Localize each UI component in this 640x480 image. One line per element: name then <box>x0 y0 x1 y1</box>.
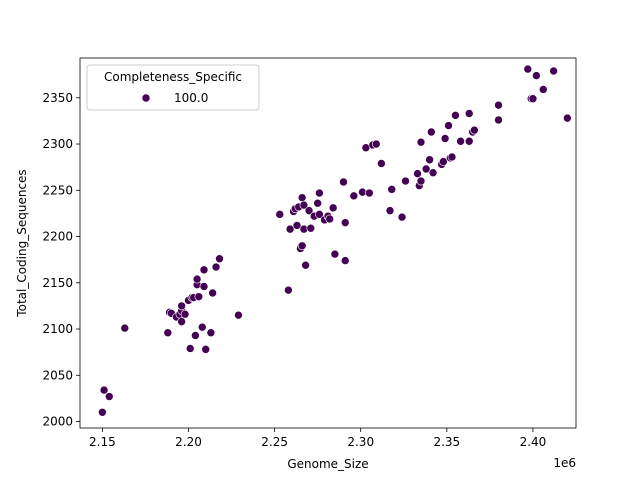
scatter-point <box>563 113 572 123</box>
scatter-point <box>299 200 309 210</box>
scatter-point <box>330 249 340 259</box>
scatter-point <box>377 159 386 168</box>
scatter-point <box>439 157 448 166</box>
scatter-point <box>440 134 450 143</box>
x-offset-label: 1e6 <box>553 456 576 470</box>
scatter-point <box>120 323 130 333</box>
plot-frame <box>79 57 577 429</box>
y-tick-label: 2050 <box>42 368 73 382</box>
scatter-point <box>494 115 503 125</box>
scatter-point <box>177 317 186 326</box>
x-tick-label: 2.15 <box>89 435 116 449</box>
scatter-point <box>339 177 348 187</box>
points-layer <box>98 64 572 417</box>
scatter-point <box>447 152 457 162</box>
scatter-point <box>385 206 395 215</box>
scatter-point <box>297 193 307 202</box>
y-axis-label: Total_Coding_Sequences <box>15 169 29 317</box>
scatter-point <box>416 176 426 186</box>
scatter-point <box>532 71 541 80</box>
scatter-point <box>313 198 322 208</box>
scatter-point <box>285 224 295 234</box>
scatter-point <box>538 85 548 94</box>
scatter-point <box>199 282 209 291</box>
scatter-point <box>340 218 350 227</box>
y-tick-label: 2150 <box>42 276 73 290</box>
scatter-point <box>275 210 285 219</box>
scatter-point <box>211 262 221 272</box>
scatter-point <box>197 322 207 332</box>
scatter-point <box>416 137 426 147</box>
scatter-point <box>464 136 474 146</box>
scatter-point <box>292 221 302 230</box>
scatter-point <box>387 185 397 194</box>
scatter-point <box>401 176 410 186</box>
scatter-point <box>340 256 350 265</box>
scatter-point <box>206 328 216 338</box>
y-tick-label: 2000 <box>42 415 73 429</box>
scatter-point <box>315 188 324 198</box>
y-tick-label: 2250 <box>42 183 73 197</box>
scatter-point <box>185 344 195 353</box>
x-tick-label: 2.20 <box>175 435 202 449</box>
legend-box <box>86 64 260 111</box>
legend-entry-label: 100.0 <box>174 91 208 105</box>
scatter-point <box>297 241 307 251</box>
scatter-point <box>371 139 381 149</box>
scatter-point <box>397 212 407 222</box>
legend-title: Completeness_Specific <box>104 70 242 84</box>
scatter-point <box>325 214 335 224</box>
scatter-point <box>163 328 173 338</box>
scatter-point <box>301 260 310 270</box>
y-tick-label: 2350 <box>42 91 73 105</box>
scatter-point <box>304 206 314 215</box>
scatter-point <box>464 109 474 118</box>
legend-marker <box>141 93 151 103</box>
scatter-point <box>444 121 453 130</box>
scatter-point <box>99 385 109 395</box>
scatter-point <box>456 136 465 146</box>
y-tick-label: 2300 <box>42 137 73 151</box>
scatter-point <box>523 64 533 74</box>
scatter-point <box>192 274 202 284</box>
scatter-point <box>328 203 338 213</box>
scatter-point <box>425 155 434 165</box>
x-axis-label: Genome_Size <box>287 457 368 471</box>
x-tick-label: 2.25 <box>261 435 288 449</box>
scatter-point <box>194 292 204 301</box>
scatter-point <box>494 100 503 110</box>
ticks-layer: 2.15 2.20 2.25 2.30 2.35 2.40 2000 2050 2100 2150… <box>42 91 546 449</box>
x-tick-label: 2.30 <box>347 435 374 449</box>
scatter-point <box>201 345 211 354</box>
legend: Completeness_Specific 100.0 <box>86 64 260 111</box>
scatter-point <box>421 164 431 174</box>
y-tick-label: 2200 <box>42 230 73 244</box>
scatter-point <box>104 392 114 401</box>
scatter-point <box>215 254 224 264</box>
scatter-point <box>315 210 324 219</box>
scatter-point <box>365 188 374 198</box>
scatter-point <box>451 111 460 120</box>
scatter-point <box>177 301 186 311</box>
scatter-point <box>428 168 438 177</box>
scatter-point <box>427 127 436 137</box>
scatter-point <box>234 310 243 320</box>
y-tick-label: 2100 <box>42 322 73 336</box>
scatter-point <box>208 288 217 298</box>
scatter-point <box>470 125 479 135</box>
scatter-point <box>349 191 359 201</box>
scatter-point <box>180 309 190 319</box>
scatter-point <box>306 223 316 233</box>
x-tick-label: 2.35 <box>433 435 460 449</box>
scatter-point <box>413 169 422 178</box>
x-tick-label: 2.40 <box>520 435 547 449</box>
scatter-point <box>98 407 107 417</box>
scatter-point <box>528 94 538 103</box>
scatter-point <box>199 265 209 275</box>
scatter-point <box>284 285 293 295</box>
scatter-point <box>191 331 200 340</box>
scatter-point <box>549 66 558 76</box>
